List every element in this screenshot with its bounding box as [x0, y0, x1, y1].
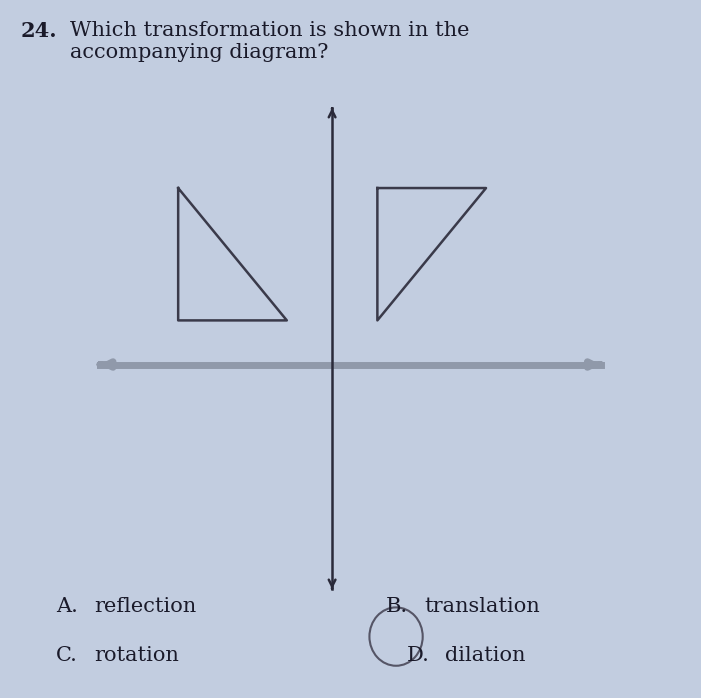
Text: D.: D.: [407, 646, 430, 664]
Text: dilation: dilation: [445, 646, 526, 664]
Text: C.: C.: [56, 646, 78, 664]
Text: rotation: rotation: [95, 646, 179, 664]
Text: 24.: 24.: [21, 21, 57, 41]
Text: Which transformation is shown in the
accompanying diagram?: Which transformation is shown in the acc…: [70, 21, 470, 62]
Text: reflection: reflection: [95, 597, 197, 616]
Text: A.: A.: [56, 597, 78, 616]
Text: B.: B.: [386, 597, 408, 616]
Text: translation: translation: [424, 597, 540, 616]
